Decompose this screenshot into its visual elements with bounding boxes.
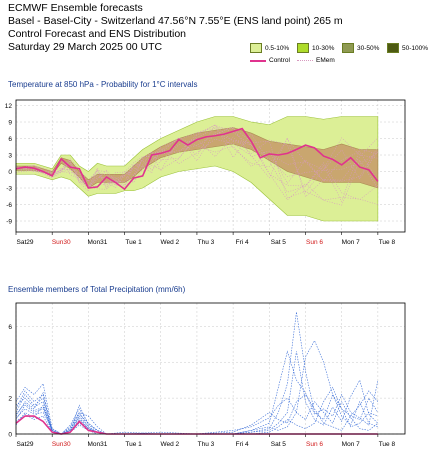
temp-y-tick-label: -9: [6, 219, 12, 226]
temp-x-tick-label: Wed 2: [160, 239, 179, 246]
precip-member-line: [15, 340, 379, 435]
precip-x-tick-label: Sat 5: [271, 441, 287, 448]
legend-emem: EMem: [297, 57, 335, 64]
precip-member-line: [15, 393, 378, 435]
legend-band2: 10-30%: [297, 43, 334, 53]
temp-x-tick-label: Mon 7: [342, 239, 360, 246]
temp-x-tick-label: Thu 3: [198, 239, 215, 246]
legend-band3-label: 30-50%: [357, 44, 380, 52]
legend-control: Control: [250, 57, 290, 64]
temp-member-line: [15, 137, 379, 187]
precip-plot-border: [15, 302, 406, 435]
legend-control-line: [250, 59, 266, 62]
legend-band2-label: 10-30%: [312, 44, 335, 52]
precip-y-tick-label: 6: [8, 324, 12, 331]
temp-y-tick-label: 12: [5, 103, 13, 110]
temp-y-tick-label: 3: [8, 153, 12, 160]
temp-y-tick-label: 0: [8, 169, 12, 176]
precip-member-line: [15, 383, 378, 435]
precipitation-chart-title: Ensemble members of Total Precipitation …: [8, 285, 186, 294]
temp-y-tick-label: -6: [6, 202, 12, 209]
legend-control-label: Control: [269, 57, 290, 64]
legend-band3-swatch: [342, 43, 354, 53]
temp-envelope-band: [15, 116, 379, 222]
precip-x-tick-label: Wed 2: [160, 441, 179, 448]
legend-band3: 30-50%: [342, 43, 379, 53]
precip-x-tick-label: Mon31: [87, 441, 107, 448]
legend-band4: 50-100%: [387, 43, 428, 53]
temp-member-line: [15, 124, 379, 190]
legend-band4-label: 50-100%: [402, 44, 429, 52]
precip-x-tick-label: Sun 6: [306, 441, 323, 448]
header-location: Basel - Basel-City - Switzerland 47.56°N…: [8, 15, 343, 27]
precip-plot-area: [16, 303, 405, 434]
temp-x-tick-label: Sat29: [17, 239, 34, 246]
temperature-chart-title: Temperature at 850 hPa - Probability for…: [8, 80, 198, 89]
precip-y-tick-label: 0: [8, 432, 12, 439]
legend-band4-swatch: [387, 43, 399, 53]
precip-x-tick-label: Sat29: [17, 441, 34, 448]
temp-y-tick-label: 6: [8, 136, 12, 143]
precip-x-tick-label: Tue 8: [379, 441, 396, 448]
precip-x-tick-label: Fri 4: [236, 441, 249, 448]
temp-plot-border: [15, 99, 406, 233]
temp-y-tick-label: -3: [6, 186, 12, 193]
precip-x-tick-label: Thu 3: [198, 441, 215, 448]
legend-band2-swatch: [297, 43, 309, 53]
header-title: ECMWF Ensemble forecasts: [8, 2, 143, 14]
temp-x-tick-label: Fri 4: [236, 239, 249, 246]
precip-x-tick-label: Tue 1: [125, 441, 142, 448]
precip-x-tick-label: Sun30: [52, 441, 71, 448]
header-subtitle: Control Forecast and ENS Distribution: [8, 28, 186, 40]
precip-member-line: [15, 390, 379, 435]
temp-x-tick-label: Tue 1: [125, 239, 142, 246]
temperature-chart: 12 9 6 3 0 -3 -6 -9 Sat29 Sun30 Mon31 Tue 1 Wed 2 Thu…: [5, 99, 406, 246]
temp-x-tick-label: Sun 6: [306, 239, 323, 246]
temp-x-tick-label: Sun30: [52, 239, 71, 246]
precip-x-tick-label: Mon 7: [342, 441, 360, 448]
legend-band1-swatch: [250, 43, 262, 53]
legend-emem-label: EMem: [316, 57, 335, 64]
precip-y-tick-label: 2: [8, 396, 12, 403]
legend-band1: 0.5-10%: [250, 43, 289, 53]
temp-member-line: [15, 136, 379, 198]
legend-band1-label: 0.5-10%: [265, 44, 290, 52]
precip-y-tick-label: 4: [8, 360, 12, 367]
temp-x-tick-label: Sat 5: [271, 239, 287, 246]
temp-x-tick-label: Mon31: [87, 239, 107, 246]
precipitation-chart: 0 2 4 6 Sat29 Sun30 Mon31 Tue 1 Wed 2 Thu 3 Fri 4 S…: [8, 302, 406, 448]
temp-control-line: [15, 127, 379, 191]
temp-member-line: [15, 126, 379, 188]
legend-emem-line: [297, 60, 313, 61]
temp-x-tick-label: Tue 8: [379, 239, 396, 246]
legend: 0.5-10% 10-30% 30-50% 50-100% Control EM…: [250, 42, 435, 68]
temp-y-tick-label: 9: [8, 120, 12, 127]
header-date: Saturday 29 March 2025 00 UTC: [8, 41, 163, 53]
temp-member-line: [15, 124, 379, 200]
